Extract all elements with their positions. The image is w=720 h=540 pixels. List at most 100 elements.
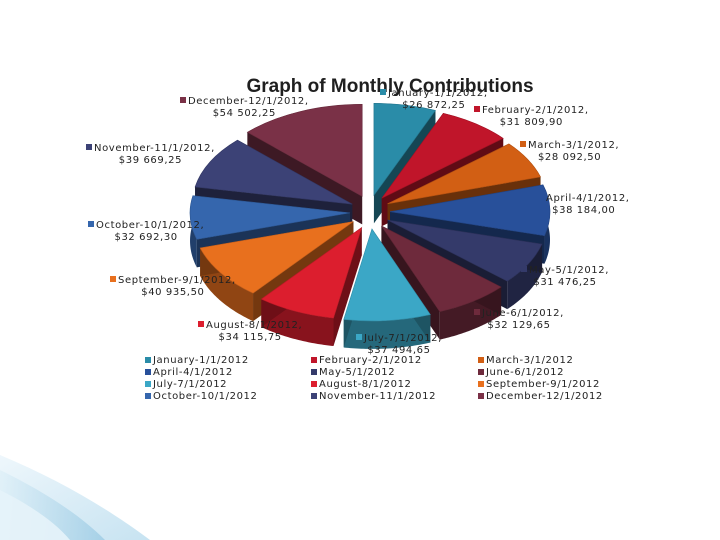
data-label-category: August-8/1/2012, [206, 320, 303, 331]
legend-swatch [478, 393, 484, 399]
slice-february-2-1-2012-top [381, 112, 504, 199]
slice-july-7-1-2012-rim [343, 314, 431, 349]
data-label-value: $37 494,65 [367, 345, 431, 356]
data-label-swatch [380, 89, 386, 95]
data-label-value: $54 502,25 [212, 108, 276, 119]
data-label-july-7-1-2012: July-7/1/2012, $37 494,65 [356, 333, 442, 357]
legend-label: May-5/1/2012 [319, 367, 396, 378]
chart-legend: January-1/1/2012 April-4/1/2012 July-7/1/2… [145, 355, 615, 405]
pie-slices [189, 103, 551, 349]
slice-december-12-1-2012-top [246, 104, 363, 197]
data-label-swatch [474, 106, 480, 112]
data-label-category: July-7/1/2012, [364, 333, 442, 344]
legend-item-february-2-1-2012: February-2/1/2012 [311, 355, 422, 366]
data-label-january-1-1-2012: January-1/1/2012, $26 872,25 [380, 88, 488, 112]
data-label-august-8-1-2012: August-8/1/2012, $34 115,75 [198, 320, 302, 344]
legend-swatch [311, 357, 317, 363]
legend-label: December-12/1/2012 [486, 391, 603, 402]
data-label-swatch [110, 276, 116, 282]
data-label-value: $31 476,25 [533, 277, 597, 288]
data-label-value: $28 092,50 [537, 152, 602, 163]
legend-item-september-9-1-2012: September-9/1/2012 [478, 379, 600, 390]
legend-item-may-5-1-2012: May-5/1/2012 [311, 367, 395, 378]
data-label-value: $40 935,50 [141, 287, 205, 298]
data-label-category: May-5/1/2012, [529, 265, 609, 276]
data-label-value: $32 692,30 [114, 232, 178, 243]
legend-label: August-8/1/2012 [319, 379, 412, 390]
slice-july-7-1-2012-top [343, 228, 431, 322]
legend-label: October-10/1/2012 [153, 391, 258, 402]
legend-swatch [311, 393, 317, 399]
data-label-category: September-9/1/2012, [118, 275, 236, 286]
slide-decoration [0, 455, 150, 540]
legend-swatch [478, 381, 484, 387]
legend-item-april-4-1-2012: April-4/1/2012 [145, 367, 233, 378]
data-label-december-12-1-2012: December-12/1/2012, $54 502,25 [180, 96, 309, 120]
data-label-october-10-1-2012: October-10/1/2012, $32 692,30 [88, 220, 204, 244]
slice-march-3-1-2012-top [387, 143, 541, 205]
data-label-swatch [180, 97, 186, 103]
slice-september-9-1-2012-top [199, 221, 354, 294]
data-label-category: April-4/1/2012, [546, 193, 630, 204]
legend-swatch [478, 357, 484, 363]
data-label-value: $26 872,25 [402, 100, 466, 111]
legend-item-june-6-1-2012: June-6/1/2012 [478, 367, 564, 378]
chart-title: Graph of Monthly Contributions [246, 76, 534, 97]
legend-label: September-9/1/2012 [486, 379, 600, 390]
legend-label: June-6/1/2012 [486, 367, 565, 378]
slice-april-4-1-2012-top [389, 184, 551, 237]
slice-may-5-1-2012-top [387, 219, 543, 282]
data-label-swatch [474, 309, 480, 315]
slice-january-1-1-2012-top [373, 103, 436, 197]
legend-swatch [145, 393, 151, 399]
data-label-value: $38 184,00 [552, 205, 616, 216]
legend-item-march-3-1-2012: March-3/1/2012 [478, 355, 573, 366]
legend-swatch [478, 369, 484, 375]
legend-swatch [145, 381, 151, 387]
legend-item-august-8-1-2012: August-8/1/2012 [311, 379, 412, 390]
legend-swatch [145, 369, 151, 375]
data-label-november-11-1-2012: November-11/1/2012, $39 669,25 [86, 143, 215, 167]
data-label-category: January-1/1/2012, [388, 88, 488, 99]
legend-item-october-10-1-2012: October-10/1/2012 [145, 391, 257, 402]
data-label-category: June-6/1/2012, [482, 308, 564, 319]
legend-item-january-1-1-2012: January-1/1/2012 [145, 355, 249, 366]
data-label-april-4-1-2012: April-4/1/2012, $38 184,00 [538, 193, 630, 217]
data-label-swatch [88, 221, 94, 227]
legend-item-november-11-1-2012: November-11/1/2012 [311, 391, 436, 402]
data-label-category: December-12/1/2012, [188, 96, 309, 107]
data-label-value: $32 129,65 [487, 320, 551, 331]
data-label-march-3-1-2012: March-3/1/2012, $28 092,50 [520, 140, 619, 164]
slice-august-8-1-2012-top [260, 226, 363, 319]
data-label-swatch [520, 141, 526, 147]
data-label-swatch [198, 321, 204, 327]
legend-swatch [311, 369, 317, 375]
legend-swatch [311, 381, 317, 387]
data-label-value: $34 115,75 [218, 332, 282, 343]
data-label-category: February-2/1/2012, [482, 105, 589, 116]
legend-label: November-11/1/2012 [319, 391, 437, 402]
slice-july-7-1-2012 [343, 228, 431, 349]
slice-november-11-1-2012-top [194, 139, 353, 205]
legend-swatch [145, 357, 151, 363]
data-label-category: March-3/1/2012, [528, 140, 620, 151]
data-label-swatch [356, 334, 362, 340]
data-label-swatch [538, 194, 544, 200]
data-label-swatch [521, 266, 527, 272]
data-label-may-5-1-2012: May-5/1/2012, $31 476,25 [521, 265, 609, 289]
legend-label: January-1/1/2012 [153, 355, 249, 366]
legend-item-december-12-1-2012: December-12/1/2012 [478, 391, 603, 402]
data-label-swatch [86, 144, 92, 150]
data-label-value: $31 809,90 [499, 117, 563, 128]
legend-label: July-7/1/2012 [153, 379, 228, 390]
data-label-value: $39 669,25 [118, 155, 183, 166]
data-label-category: October-10/1/2012, [96, 220, 205, 231]
legend-item-july-7-1-2012: July-7/1/2012 [145, 379, 227, 390]
slice-august-8-1-2012 [260, 226, 363, 347]
data-label-september-9-1-2012: September-9/1/2012, $40 935,50 [110, 275, 236, 299]
data-label-february-2-1-2012: February-2/1/2012, $31 809,90 [474, 105, 589, 129]
slice-october-10-1-2012-top [189, 195, 351, 240]
legend-label: March-3/1/2012 [486, 355, 574, 366]
